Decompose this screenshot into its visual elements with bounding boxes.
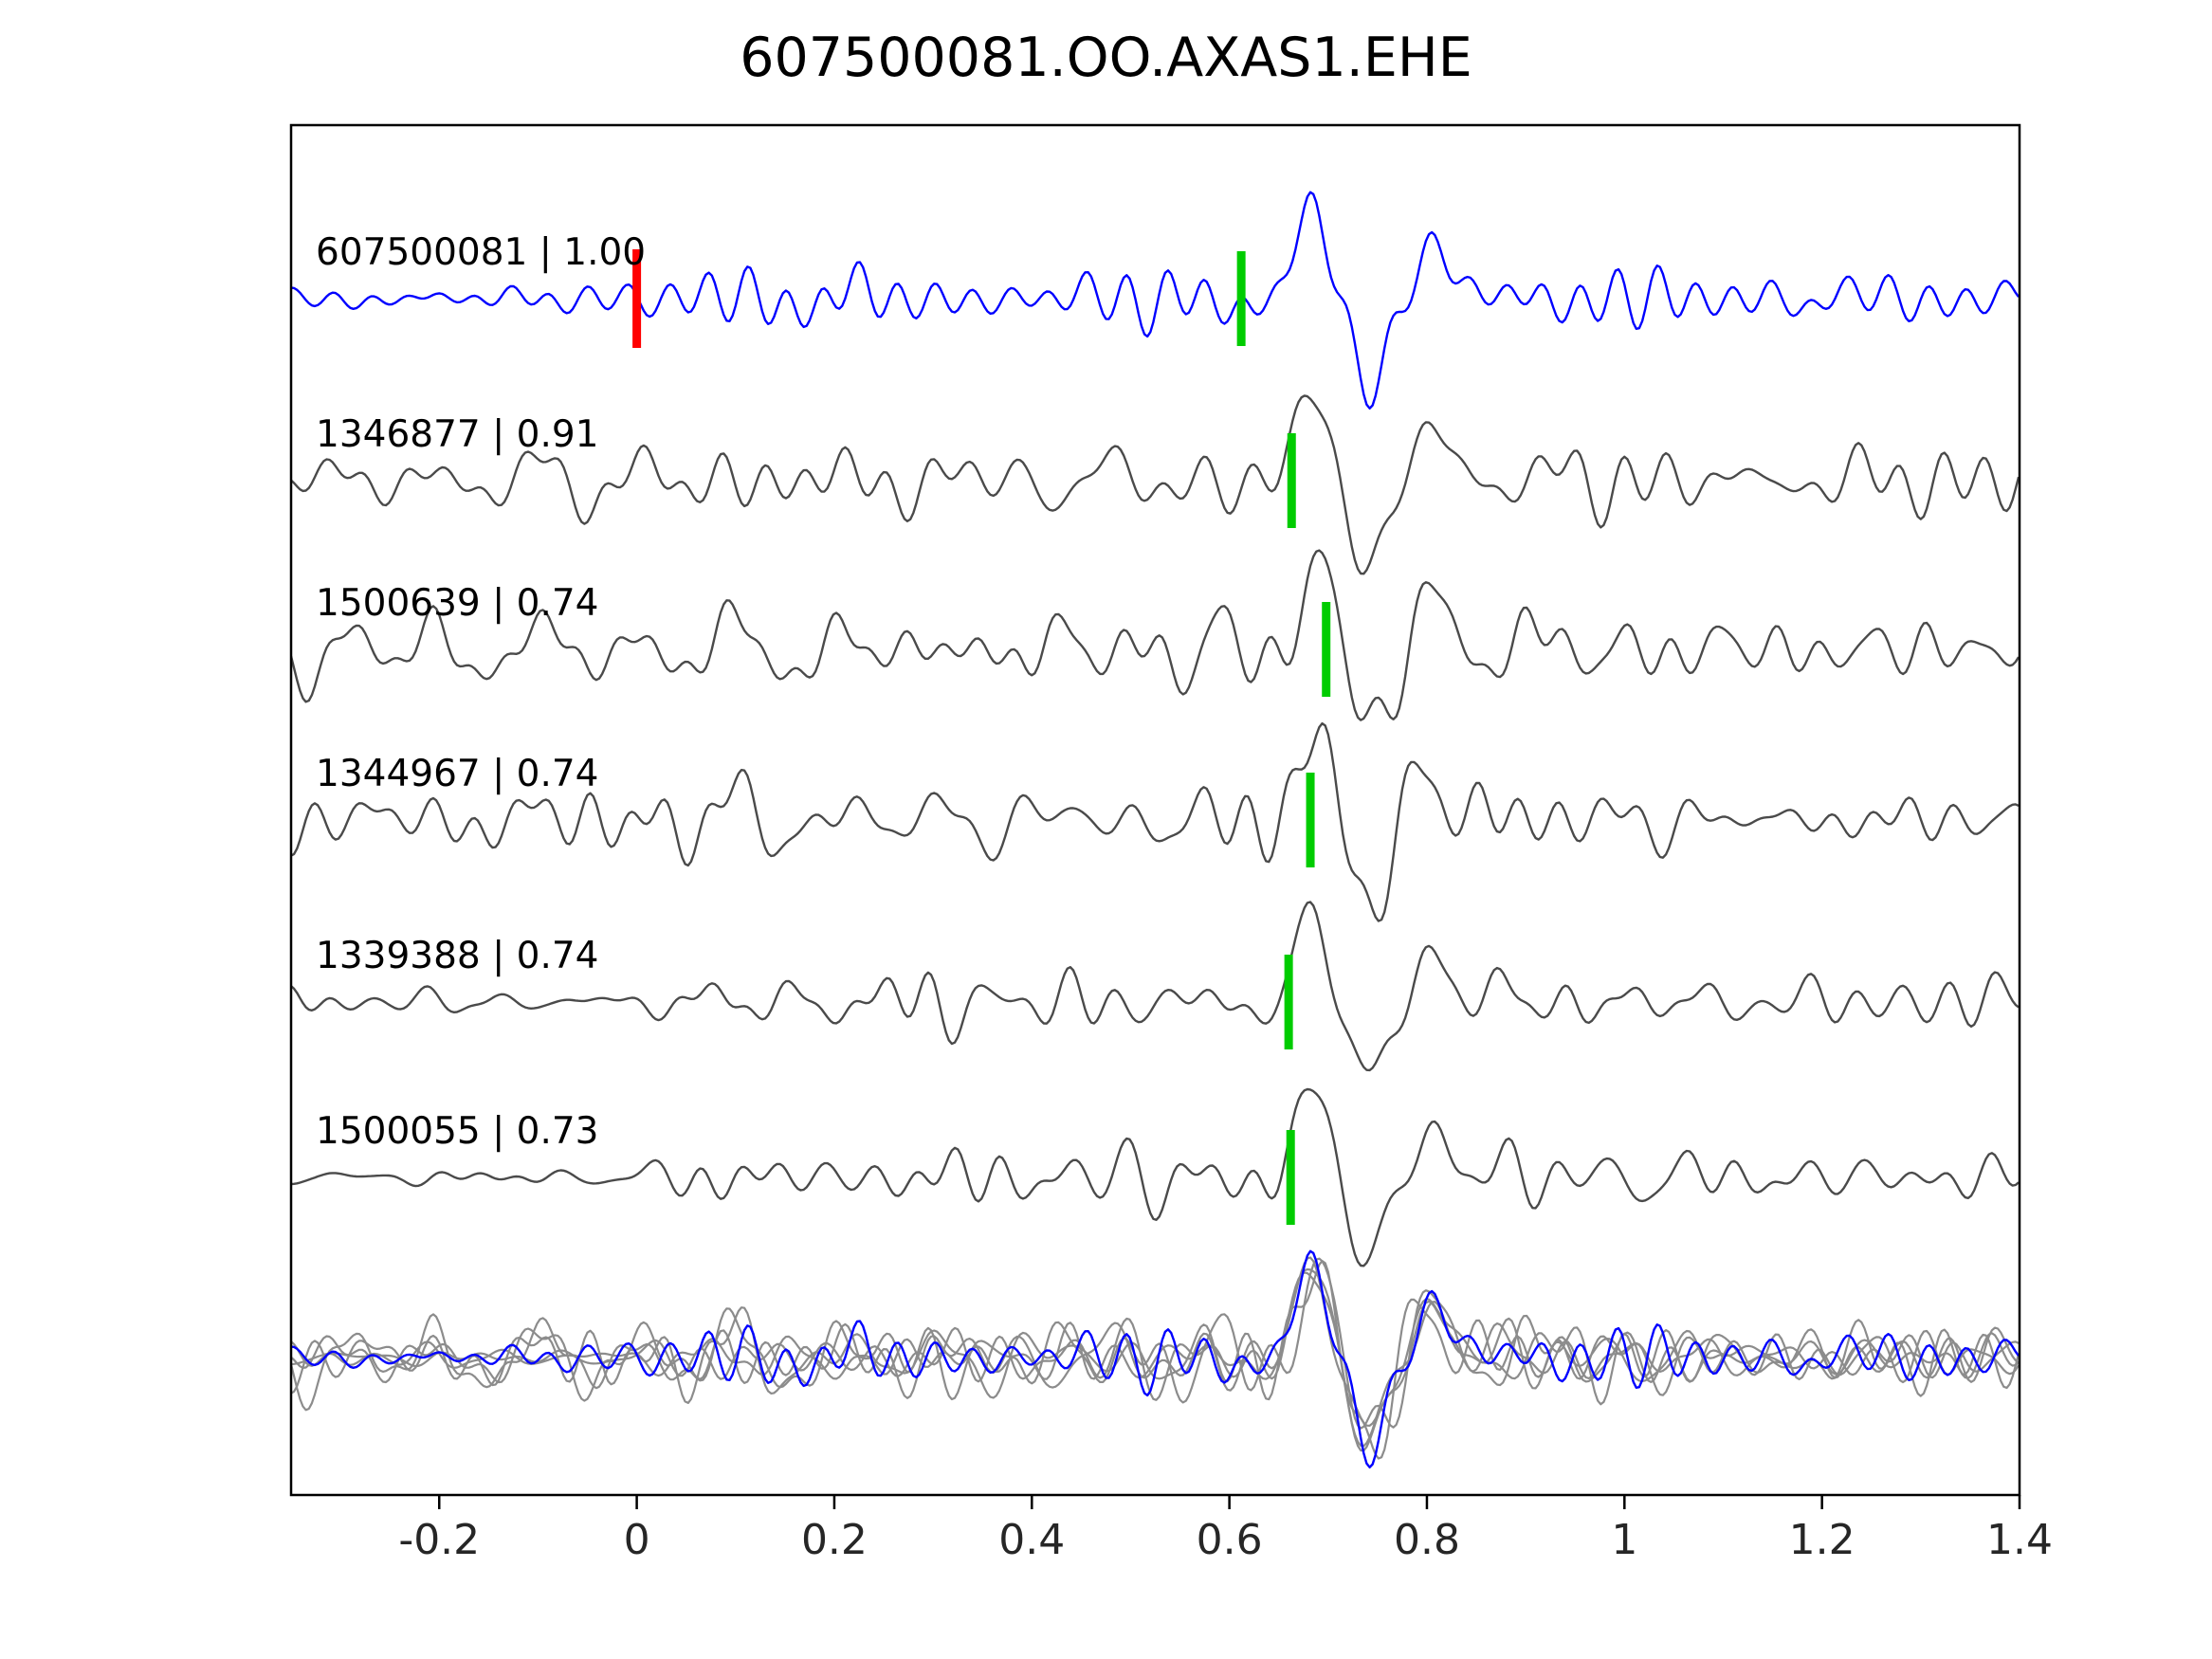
trace-label: 1344967 | 0.74	[316, 753, 598, 795]
chart-title: 607500081.OO.AXAS1.EHE	[740, 27, 1472, 89]
detection-trace	[291, 721, 2020, 922]
overlay-detection-trace	[291, 1257, 2020, 1430]
detection-trace	[291, 394, 2020, 575]
trace-label: 1346877 | 0.91	[316, 413, 598, 456]
x-tick-label: 0.4	[998, 1516, 1065, 1564]
x-tick-label: 0	[624, 1516, 650, 1564]
plot-frame	[289, 123, 2021, 1497]
trace-label: 607500081 | 1.00	[316, 231, 646, 274]
x-tick-label: 1.4	[1986, 1516, 2053, 1564]
detection-trace	[291, 549, 2020, 721]
detection-trace	[291, 901, 2020, 1072]
template-trace	[291, 191, 2020, 410]
trace-label: 1500055 | 0.73	[316, 1110, 598, 1153]
x-tick-label: 0.2	[801, 1516, 868, 1564]
waveform-area	[291, 191, 2020, 1469]
trace-label: 1500639 | 0.74	[316, 582, 598, 625]
overlay-detection-trace	[291, 1267, 2020, 1448]
x-tick-label: 0.6	[1197, 1516, 1263, 1564]
x-tick-label: 1.2	[1789, 1516, 1856, 1564]
x-tick-label: 0.8	[1394, 1516, 1460, 1564]
overlay-detection-trace	[291, 1271, 2020, 1452]
detection-trace	[291, 1087, 2020, 1267]
x-tick-label: -0.2	[398, 1516, 480, 1564]
x-tick-label: 1	[1611, 1516, 1637, 1564]
trace-label: 1339388 | 0.74	[316, 935, 598, 977]
overlay-template-trace	[291, 1249, 2020, 1469]
